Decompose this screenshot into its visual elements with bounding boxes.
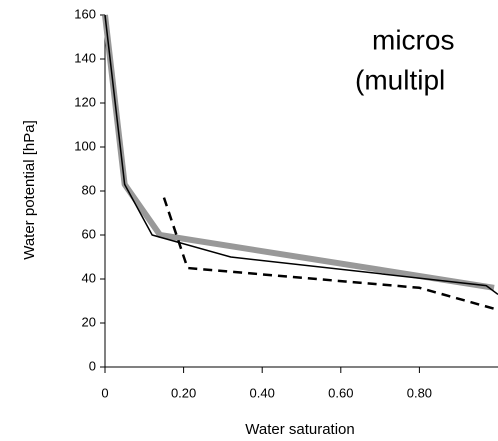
y-axis-label: Water potential [hPa] [21,120,38,260]
x-axis-label: Water saturation [245,421,355,438]
x-tick-label: 0.40 [250,385,275,400]
y-tick-label: 0 [89,358,96,373]
y-tick-label: 160 [74,6,96,21]
x-tick-label: 0.80 [407,385,432,400]
data-line [162,197,498,312]
y-tick-label: 80 [82,182,96,197]
data-line [104,14,498,296]
y-tick-label: 20 [82,314,96,329]
x-tick-label: 0 [101,385,108,400]
y-tick-label: 40 [82,270,96,285]
x-tick-label: 0.60 [328,385,353,400]
y-tick-label: 60 [82,226,96,241]
x-tick-label: 0.20 [171,385,196,400]
annotation: micros [372,24,454,55]
annotation: (multipl [355,64,445,95]
y-tick-label: 100 [74,138,96,153]
y-tick-label: 140 [74,50,96,65]
data-line [102,14,495,291]
y-tick-label: 120 [74,94,96,109]
